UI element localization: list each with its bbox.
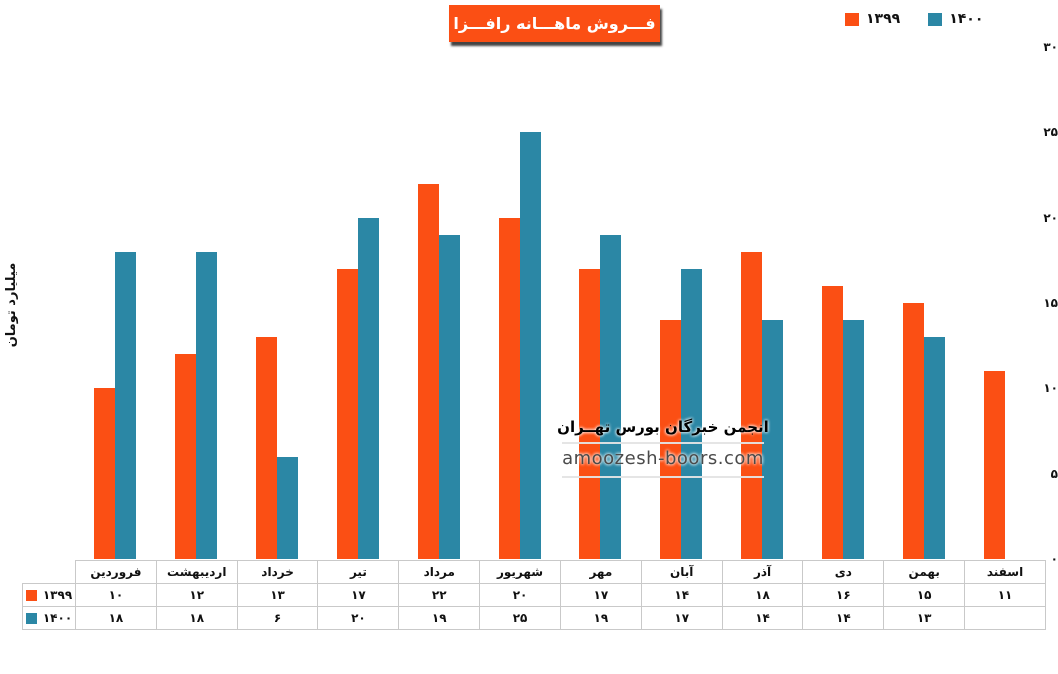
value-cell: ۱۸ — [75, 606, 157, 630]
month-header-cell: تیر — [317, 560, 400, 584]
bar-۱۳۹۹-آبان — [660, 320, 682, 559]
bar-۱۳۹۹-شهریور — [498, 217, 520, 559]
value-cell: ۱۵ — [883, 583, 966, 607]
month-header-cell: خرداد — [236, 560, 319, 584]
bar-۱۴۰۰-مرداد — [438, 234, 460, 559]
month-header-cell: دی — [802, 560, 885, 584]
legend-swatch-1400 — [928, 12, 943, 26]
legend-label-1400: ۱۴۰۰ — [949, 11, 984, 27]
bar-۱۴۰۰-دی — [842, 320, 864, 559]
y-tick-label: ۲۵ — [1043, 125, 1058, 140]
bar-۱۳۹۹-فروردین — [94, 388, 116, 559]
bar-۱۳۹۹-اسفند — [983, 371, 1005, 559]
value-cell: ۱۴ — [640, 583, 723, 607]
watermark-divider-bottom — [562, 476, 764, 478]
bar-۱۴۰۰-تیر — [357, 217, 379, 559]
bar-۱۴۰۰-خرداد — [277, 456, 299, 559]
value-cell: ۱۷ — [559, 583, 642, 607]
y-tick-label: ۱۰ — [1043, 381, 1058, 396]
value-cell: ۱۷ — [317, 583, 400, 607]
value-cell: ۲۰ — [317, 606, 400, 630]
legend-item-1400: ۱۴۰۰ — [928, 11, 983, 27]
bar-۱۳۹۹-آذر — [741, 251, 763, 559]
series-key-cell: ۱۴۰۰ — [22, 606, 76, 630]
month-header-cell: مهر — [559, 560, 642, 584]
value-cell: ۱۱ — [964, 583, 1046, 607]
series-key-cell: ۱۳۹۹ — [22, 583, 76, 607]
value-cell: ۱۴ — [802, 606, 885, 630]
bar-۱۴۰۰-اردیبهشت — [196, 251, 218, 559]
value-cell: ۱۹ — [559, 606, 642, 630]
value-cell: ۱۲ — [155, 583, 238, 607]
bar-۱۴۰۰-آبان — [681, 268, 703, 559]
value-cell: ۶ — [236, 606, 319, 630]
month-header-cell: اردیبهشت — [155, 560, 238, 584]
table-row: ۱۳۹۹ ۱۰ ۱۲ ۱۳ ۱۷ ۲۲ ۲۰ ۱۷ ۱۴ ۱۸ ۱۶ ۱۵ ۱۱ — [22, 583, 1046, 607]
value-cell: ۱۶ — [802, 583, 885, 607]
value-cell: ۱۹ — [398, 606, 481, 630]
y-tick-label: ۳۰ — [1043, 40, 1058, 54]
month-header-cell: مرداد — [398, 560, 481, 584]
month-header-cell: فروردین — [75, 560, 157, 584]
bar-۱۳۹۹-دی — [821, 285, 843, 559]
table-corner-cell — [23, 561, 76, 584]
table-row: ۱۴۰۰ ۱۸ ۱۸ ۶ ۲۰ ۱۹ ۲۵ ۱۹ ۱۷ ۱۴ ۱۴ ۱۳ — [22, 606, 1046, 630]
bar-۱۴۰۰-آذر — [762, 320, 784, 559]
value-cell: ۲۰ — [479, 583, 561, 607]
series-name: ۱۴۰۰ — [42, 611, 73, 625]
watermark-divider-top — [562, 442, 764, 444]
month-header-cell: آبان — [640, 560, 723, 584]
value-cell: ۲۵ — [479, 606, 561, 630]
value-cell: ۱۳ — [883, 606, 966, 630]
legend-label-1399: ۱۳۹۹ — [866, 11, 901, 27]
bar-۱۴۰۰-فروردین — [115, 251, 137, 559]
bar-۱۳۹۹-بهمن — [902, 303, 924, 559]
month-header-cell: بهمن — [883, 560, 966, 584]
bar-۱۳۹۹-مرداد — [417, 183, 439, 559]
y-tick-label: ۵ — [1050, 466, 1058, 481]
series-swatch-icon — [25, 589, 37, 601]
bar-۱۴۰۰-مهر — [600, 234, 622, 559]
y-axis-title: میلیارد تومان — [4, 262, 19, 348]
bar-۱۳۹۹-اردیبهشت — [175, 354, 197, 559]
month-header-cell: اسفند — [964, 560, 1046, 584]
series-swatch-icon — [25, 612, 37, 624]
watermark-text-url: amoozesh-boors.com — [562, 448, 764, 469]
value-cell: ۱۷ — [640, 606, 723, 630]
chart-title: فـــروش ماهـــانه رافـــزا — [449, 5, 660, 42]
value-cell: ۱۴ — [721, 606, 804, 630]
bar-۱۳۹۹-مهر — [579, 268, 601, 559]
watermark-text-fa: انجمن خبرگان بورس تهــران — [557, 418, 769, 436]
bar-۱۳۹۹-خرداد — [256, 337, 278, 559]
value-cell: ۱۸ — [155, 606, 238, 630]
value-cell: ۱۸ — [721, 583, 804, 607]
month-header-cell: شهریور — [479, 560, 561, 584]
value-cell: ۱۰ — [75, 583, 157, 607]
value-cell — [964, 606, 1046, 630]
y-tick-label: ۱۵ — [1043, 296, 1058, 310]
plot-area — [75, 47, 1045, 559]
series-name: ۱۳۹۹ — [42, 588, 73, 602]
watermark: انجمن خبرگان بورس تهــران amoozesh-boors… — [538, 418, 788, 482]
value-cell: ۱۳ — [236, 583, 319, 607]
y-tick-label: ۲۰ — [1043, 210, 1058, 225]
legend-swatch-1399 — [845, 12, 859, 26]
value-cell: ۲۲ — [398, 583, 481, 607]
bar-۱۴۰۰-شهریور — [519, 132, 541, 559]
y-tick-label: ۰ — [1050, 552, 1058, 566]
month-header-cell: آذر — [721, 560, 804, 584]
legend: ۱۳۹۹ ۱۴۰۰ — [845, 11, 983, 27]
legend-item-1399: ۱۳۹۹ — [845, 11, 900, 27]
bar-۱۴۰۰-بهمن — [923, 337, 945, 559]
data-table: فروردین اردیبهشت خرداد تیر مرداد شهریور مهر آبا… — [22, 560, 1046, 630]
bar-۱۳۹۹-تیر — [336, 268, 358, 559]
